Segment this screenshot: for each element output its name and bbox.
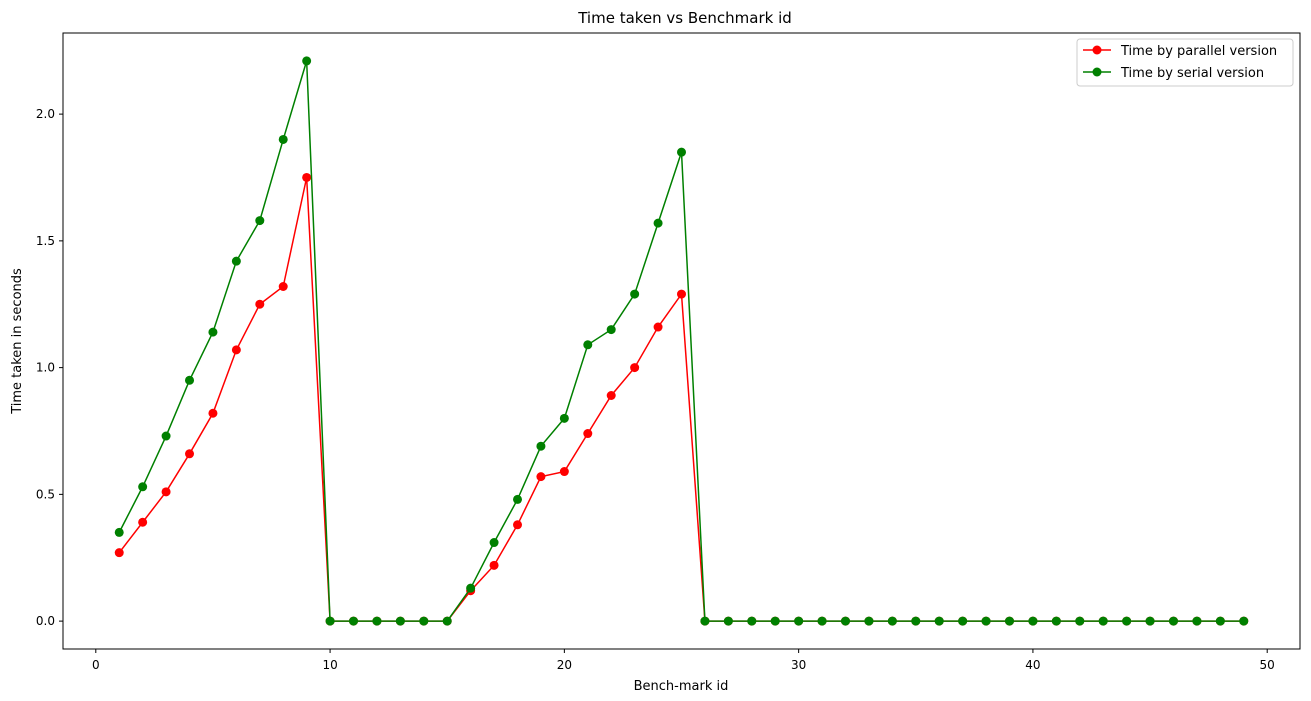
data-point — [747, 616, 757, 626]
series-parallel — [114, 172, 1249, 626]
data-point — [653, 322, 663, 332]
data-point — [278, 281, 288, 291]
x-tick-label: 20 — [557, 658, 572, 672]
data-point — [1051, 616, 1061, 626]
legend-item: Time by parallel version — [1083, 44, 1277, 59]
data-point — [559, 413, 569, 423]
y-axis-label: Time taken in seconds — [10, 268, 25, 415]
data-point — [1075, 616, 1085, 626]
y-tick-label: 1.0 — [36, 361, 55, 375]
data-point — [185, 449, 195, 459]
data-point — [255, 299, 265, 309]
data-point — [1098, 616, 1108, 626]
y-tick-label: 0.5 — [36, 487, 55, 501]
data-point — [583, 340, 593, 350]
data-point — [653, 218, 663, 228]
data-point — [817, 616, 827, 626]
data-point — [513, 520, 523, 530]
data-point — [489, 538, 499, 548]
data-point — [700, 616, 710, 626]
data-point — [278, 134, 288, 144]
data-point — [231, 256, 241, 266]
data-point — [302, 172, 312, 182]
data-point — [255, 216, 265, 226]
series-line — [118, 60, 1244, 622]
series-line — [118, 177, 1244, 622]
data-point — [630, 289, 640, 299]
x-tick-label: 40 — [1025, 658, 1040, 672]
data-point — [114, 527, 124, 537]
legend-item: Time by serial version — [1083, 66, 1264, 81]
data-point — [887, 616, 897, 626]
data-point — [606, 325, 616, 335]
data-point — [419, 616, 429, 626]
data-point — [208, 327, 218, 337]
data-point — [1192, 616, 1202, 626]
data-point — [536, 472, 546, 482]
data-point — [161, 431, 171, 441]
x-tick-label: 0 — [92, 658, 100, 672]
data-point — [466, 583, 476, 593]
y-tick-label: 1.5 — [36, 234, 55, 248]
legend-marker — [1092, 45, 1102, 55]
plot-frame — [62, 32, 1301, 650]
x-tick-label: 30 — [791, 658, 806, 672]
data-point — [161, 487, 171, 497]
legend-label: Time by serial version — [1120, 66, 1264, 81]
data-point — [1004, 616, 1014, 626]
data-point — [1239, 616, 1249, 626]
data-point — [138, 517, 148, 527]
data-point — [138, 482, 148, 492]
legend: Time by parallel version Time by serial v… — [1076, 38, 1294, 87]
data-point — [513, 494, 523, 504]
data-point — [208, 408, 218, 418]
data-point — [114, 548, 124, 558]
data-point — [349, 616, 359, 626]
data-point — [1215, 616, 1225, 626]
data-point — [864, 616, 874, 626]
data-point — [583, 429, 593, 439]
data-point — [1168, 616, 1178, 626]
data-point — [395, 616, 405, 626]
data-point — [630, 363, 640, 373]
x-tick-label: 50 — [1260, 658, 1275, 672]
data-point — [981, 616, 991, 626]
chart-title: Time taken vs Benchmark id — [577, 9, 792, 27]
data-point — [1122, 616, 1132, 626]
data-point — [677, 289, 686, 299]
data-point — [770, 616, 780, 626]
data-point — [606, 391, 616, 401]
data-point — [325, 616, 335, 626]
x-tick-label: 10 — [322, 658, 337, 672]
data-point — [840, 616, 850, 626]
data-point — [231, 345, 241, 355]
data-point — [1145, 616, 1155, 626]
series-serial — [114, 56, 1249, 626]
legend-frame — [1076, 38, 1294, 87]
data-point — [536, 441, 546, 451]
data-point — [723, 616, 733, 626]
x-axis: 0 10 20 30 40 50 — [92, 649, 1275, 672]
data-point — [911, 616, 921, 626]
data-point — [302, 56, 312, 66]
x-axis-label: Bench-mark id — [634, 679, 729, 694]
y-tick-label: 0.0 — [36, 614, 55, 628]
data-point — [677, 147, 686, 157]
data-point — [489, 560, 499, 570]
y-tick-label: 2.0 — [36, 107, 55, 121]
plot-area — [114, 56, 1249, 626]
data-point — [559, 467, 569, 477]
data-point — [934, 616, 944, 626]
y-axis: 0.0 0.5 1.0 1.5 2.0 — [36, 107, 63, 628]
data-point — [442, 616, 452, 626]
data-point — [372, 616, 382, 626]
data-point — [1028, 616, 1038, 626]
legend-marker — [1092, 67, 1102, 77]
data-point — [794, 616, 804, 626]
data-point — [185, 375, 195, 385]
legend-label: Time by parallel version — [1120, 44, 1277, 59]
data-point — [958, 616, 968, 626]
